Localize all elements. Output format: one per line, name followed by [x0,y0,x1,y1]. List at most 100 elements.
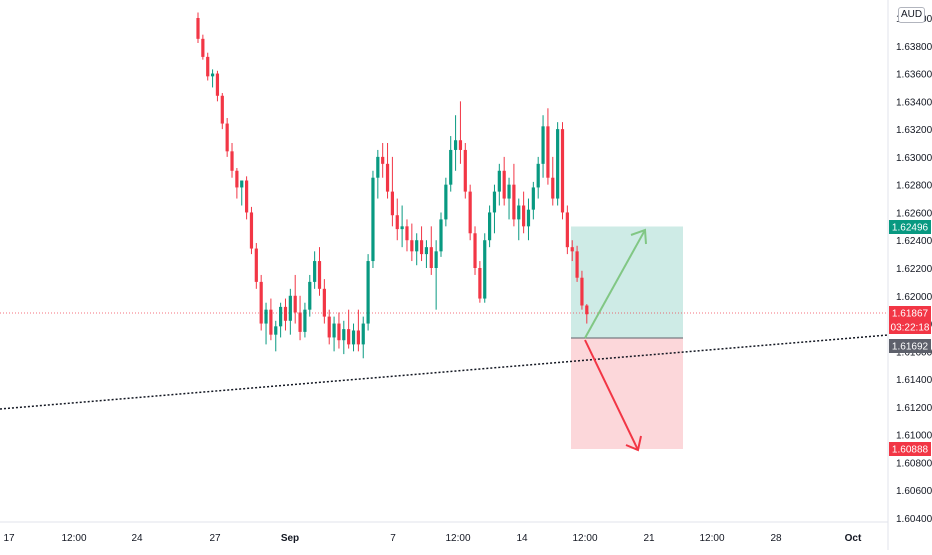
candle-body [551,177,555,199]
candle-body [385,163,390,192]
candle-body [274,326,278,335]
position-profit-zone[interactable] [571,226,683,339]
candle-body [303,309,307,332]
y-tick-label: 1.62400 [896,236,932,247]
x-tick-label: 21 [643,533,655,544]
candle-body [468,191,472,234]
x-tick-label: 7 [390,533,396,544]
candle-body [531,187,535,210]
x-tick-label: 12:00 [445,533,470,544]
y-tick-label: 1.62600 [896,208,932,219]
price-label-stop [889,442,931,456]
y-tick-label: 1.63800 [896,42,932,53]
y-tick-label: 1.63400 [896,97,932,108]
candle-body [245,180,249,213]
candle-body [449,149,453,185]
price-label-target [889,220,931,234]
candle-body [361,323,365,345]
candle-body [317,261,322,289]
candle-body [488,212,492,241]
candle-body [376,156,380,178]
candle-body [313,261,317,282]
y-tick-label: 1.61000 [896,431,932,442]
y-tick-label: 1.63600 [896,70,932,81]
y-tick-label: 1.60600 [896,486,932,497]
candle-body [371,177,375,262]
price-labels: 1.62496 1.61867 03:22:18 1.61692 1.60888 [889,220,931,456]
x-tick-label: 14 [516,533,528,544]
candle-body [473,233,477,268]
candle-body [546,126,550,178]
x-axis-ticks: 17 12:00 24 27 Sep 7 12:00 14 12:00 21 12:00 28 Oct [3,533,862,544]
price-label-text-target: 1.62496 [892,223,929,234]
candle-body [478,268,482,299]
price-label-text-last: 1.61867 [892,309,929,320]
candle-body [215,73,220,96]
candle-body [366,261,370,324]
candle-body [517,205,521,220]
x-tick-label: 28 [770,533,782,544]
candle-body [405,226,409,241]
candle-body [565,212,569,248]
candle-body [347,329,351,345]
candle-body [201,38,205,57]
price-label-countdown [889,320,931,334]
candle-body [483,240,487,299]
y-tick-label: 1.60400 [896,514,932,525]
candle-body [288,295,292,321]
candle-body [536,163,540,188]
candle-body [434,251,438,268]
price-label-last [889,306,931,320]
candle-body [580,277,584,306]
candle-body [210,73,215,77]
candle-body [240,180,244,188]
candle-body [463,149,467,192]
candle-body [264,309,268,324]
candle-body [259,281,263,324]
candle-body [308,281,312,310]
candle-body [410,240,414,252]
candle-body [444,184,448,220]
position-loss-zone[interactable] [571,338,683,449]
up-arrow[interactable] [584,228,647,339]
price-label-text-countdown: 03:22:18 [891,323,930,334]
x-tick-label: 12:00 [699,533,724,544]
y-tick-label: 1.62800 [896,181,932,192]
candle-series [196,12,589,359]
candle-body [541,126,545,164]
candle-body [507,184,511,199]
candle-body [419,240,424,255]
candle-body [254,248,258,282]
candle-body [439,219,443,252]
candle-body [381,156,385,164]
support-trendline[interactable] [0,334,889,410]
y-tick-label: 1.63000 [896,153,932,164]
candle-body [585,305,589,315]
down-arrow[interactable] [584,339,642,452]
price-label-text-entry: 1.61692 [892,342,929,353]
candle-body [269,309,273,335]
candle-body [453,140,458,150]
candle-body [522,205,526,227]
x-tick-label: 12:00 [61,533,86,544]
x-tick-label: Oct [845,533,862,544]
candle-body [429,247,433,268]
candle-body [497,170,501,192]
currency-button[interactable]: AUD [898,7,925,23]
candle-body [502,170,506,199]
candle-body [342,329,346,341]
x-tick-label: 17 [3,533,15,544]
y-tick-label: 1.62000 [896,292,932,303]
x-tick-label: 24 [131,533,143,544]
candle-body [249,212,254,249]
candle-body [298,312,302,332]
candle-body [424,247,429,255]
candle-body [337,323,341,341]
candle-body [332,323,336,338]
candle-body [556,129,560,199]
price-label-text-stop: 1.60888 [892,445,929,456]
candle-body [400,226,404,230]
y-tick-label: 1.62200 [896,264,932,275]
